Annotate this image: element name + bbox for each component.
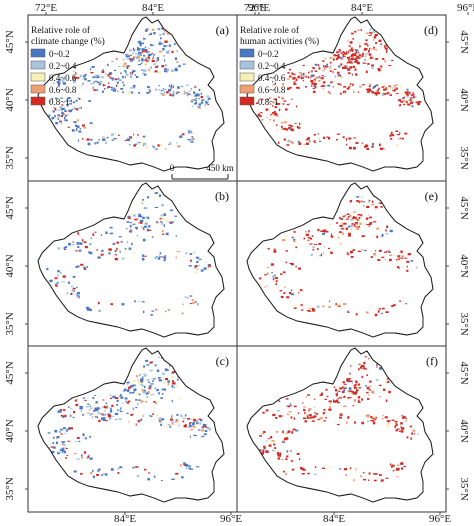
raster-pixels (258, 356, 419, 482)
panel-letter: (c) (216, 354, 229, 368)
region-border (246, 182, 434, 338)
right-latitude-label: 35°N (458, 146, 470, 169)
legend-class-label: 0.2~0.4 (258, 61, 286, 71)
left-latitude-label: 35°N (4, 312, 16, 335)
left-latitude-label: 40°N (4, 254, 16, 277)
region-border (246, 347, 434, 503)
left-latitude-label: 35°N (4, 477, 16, 500)
panel-letter: (e) (425, 189, 438, 203)
right-latitude-label: 35°N (458, 312, 470, 335)
panel-letter: (f) (426, 354, 438, 368)
legend-swatch (239, 84, 255, 94)
top-longitude-label: 72°E (35, 2, 57, 14)
map-panel: (d) (236, 14, 447, 182)
legend-swatch (239, 60, 255, 70)
right-latitude-label: 40°N (458, 419, 470, 442)
left-latitude-label: 45°N (4, 30, 16, 53)
raster-pixels (256, 28, 422, 151)
left-latitude-label: 35°N (4, 146, 16, 169)
region-border (37, 16, 225, 172)
legend-title-line1: Relative role of (31, 25, 91, 36)
map-panels: (a) (d) (b) (e) (c) (f) (27, 14, 447, 513)
legend-class-label: 0.4~0.6 (258, 73, 286, 83)
region-border (246, 16, 434, 172)
right-latitude-label: 35°N (458, 477, 470, 500)
right-latitude-label: 45°N (458, 30, 470, 53)
scale-end-label: 450 km (206, 163, 233, 173)
top-longitude-label: 96°E (457, 2, 474, 14)
right-latitude-label: 40°N (458, 254, 470, 277)
legend-title-line1: Relative role of (240, 25, 300, 36)
legend-swatch (239, 48, 255, 58)
legend-class-label: 0.2~0.4 (49, 61, 77, 71)
right-latitude-label: 45°N (458, 196, 470, 219)
top-longitude-label: 84°E (351, 2, 373, 14)
left-latitude-label: 40°N (4, 419, 16, 442)
bottom-longitude-label: 84°E (323, 513, 345, 525)
left-latitude-label: 40°N (4, 88, 16, 111)
bottom-longitude-label: 96°E (220, 513, 242, 525)
left-latitude-label: 45°N (4, 196, 16, 219)
panel-letter: (d) (424, 23, 438, 37)
panel-letter: (a) (216, 23, 229, 37)
scale-bar: 0 450 km (170, 163, 234, 180)
legend-class-label: 0.4~0.6 (49, 73, 77, 83)
legend-class-label: 0.6~0.8 (49, 85, 77, 95)
right-latitude-label: 40°N (458, 88, 470, 111)
legend-swatch (30, 96, 46, 106)
legend-class-label: 0.6~0.8 (258, 85, 286, 95)
map-panel: (a) (27, 14, 238, 182)
right-latitude-label: 45°N (458, 361, 470, 384)
legend-swatch (30, 72, 46, 82)
legend-class-label: 0~0.2 (49, 49, 70, 59)
top-longitude-label: 84°E (142, 2, 164, 14)
raster-pixels (259, 192, 418, 317)
bottom-longitude-label: 84°E (114, 513, 136, 525)
top-longitude-label: 72°E (244, 2, 266, 14)
legend-class-label: 0.8~1 (258, 97, 279, 107)
legend-swatch (30, 60, 46, 70)
region-border (37, 182, 225, 338)
top-longitude-label: 96°E (248, 2, 270, 14)
raster-pixels (46, 192, 212, 316)
scale-start-label: 0 (170, 163, 175, 173)
map-panel: (e) (236, 180, 447, 348)
panel-letter: (b) (215, 189, 229, 203)
left-latitude-label: 45°N (4, 361, 16, 384)
map-panel: (c) (27, 345, 238, 513)
legend-swatch (30, 48, 46, 58)
legend-class-label: 0~0.2 (258, 49, 279, 59)
coordinate-labels: 72°E84°E96°E72°E84°E96°E84°E96°E84°E96°E… (4, 2, 474, 525)
legend-swatch (30, 84, 46, 94)
legend-swatch (239, 72, 255, 82)
legend-swatch (239, 96, 255, 106)
legend-title-line2: human activities (%) (240, 36, 319, 47)
map-panel: (b) (27, 180, 238, 348)
map-panel: (f) (236, 345, 447, 513)
legend-class-label: 0.8~1 (49, 97, 70, 107)
bottom-longitude-label: 96°E (429, 513, 451, 525)
legend-title-line2: climate change (%) (31, 36, 105, 47)
panel-frame (236, 345, 447, 513)
region-border (37, 347, 225, 503)
